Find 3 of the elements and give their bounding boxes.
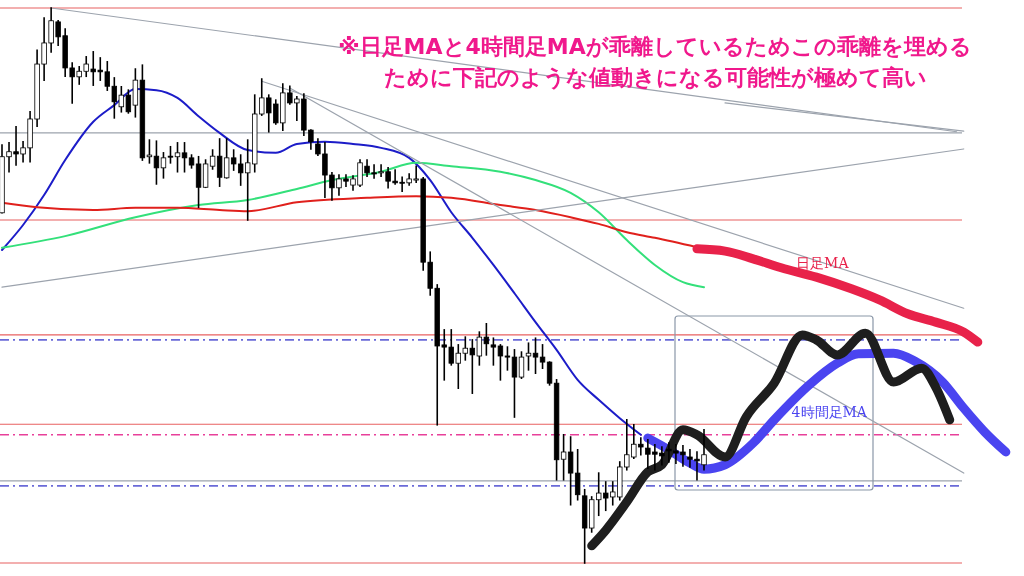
series-label: 4時間足MA [791,403,868,420]
text: ※日足MAと4時間足MAが乖離しているためこの乖離を埋めるために下記のような値動きになる可能性が極めて高い [338,34,972,90]
series-label: 日足MA [796,255,850,272]
